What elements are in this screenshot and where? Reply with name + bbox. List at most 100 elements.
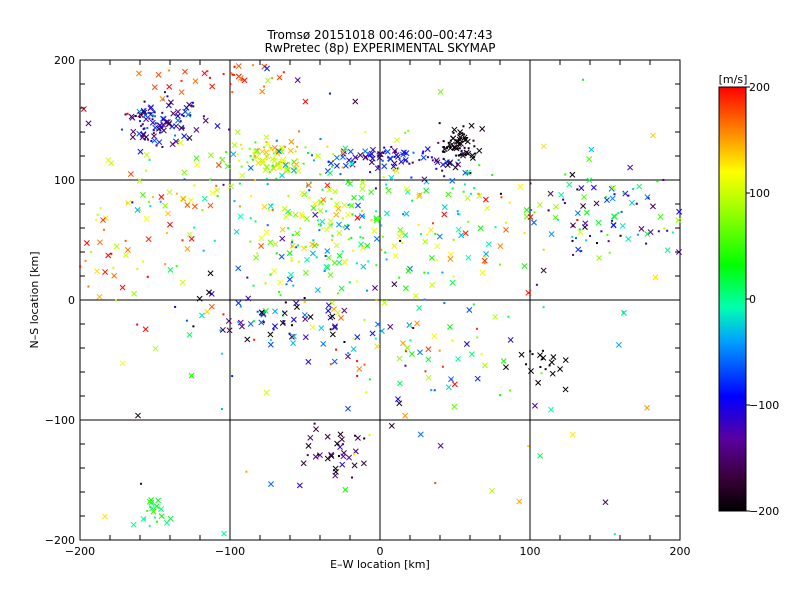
data-point-dot bbox=[252, 320, 255, 323]
data-point-cross bbox=[485, 241, 492, 248]
data-point-cross bbox=[142, 326, 149, 333]
data-point-dot bbox=[146, 275, 149, 278]
data-point-dot bbox=[291, 324, 294, 327]
data-point-dot bbox=[158, 131, 161, 134]
data-point-cross bbox=[535, 379, 542, 386]
data-point-cross bbox=[275, 148, 282, 155]
data-point-cross bbox=[268, 481, 274, 488]
data-point-dot bbox=[472, 139, 475, 142]
data-point-dot bbox=[421, 152, 424, 155]
data-point-dot bbox=[240, 165, 243, 168]
data-point-dot bbox=[351, 213, 354, 216]
data-point-dot bbox=[290, 259, 293, 262]
data-point-cross bbox=[293, 304, 300, 311]
data-point-dot bbox=[500, 196, 503, 199]
data-point-cross bbox=[528, 368, 534, 375]
data-point-dot bbox=[240, 143, 243, 146]
data-point-cross bbox=[521, 263, 528, 269]
data-point-cross bbox=[258, 243, 265, 249]
data-point-dot bbox=[236, 153, 239, 156]
data-point-cross bbox=[441, 204, 448, 211]
data-point-cross bbox=[603, 197, 610, 204]
data-point-cross bbox=[664, 247, 671, 254]
data-point-cross bbox=[186, 231, 193, 238]
data-point-dot bbox=[256, 310, 259, 313]
data-point-cross bbox=[465, 254, 472, 261]
data-point-dot bbox=[407, 129, 410, 132]
data-point-dot bbox=[174, 134, 177, 137]
data-point-dot bbox=[498, 263, 501, 266]
data-point-dot bbox=[491, 174, 494, 177]
data-point-cross bbox=[334, 309, 341, 316]
data-point-dot bbox=[149, 506, 152, 509]
data-point-cross bbox=[445, 384, 452, 391]
data-point-cross bbox=[167, 515, 174, 522]
data-point-dot bbox=[275, 162, 278, 165]
data-point-dot bbox=[430, 389, 433, 392]
data-point-cross bbox=[356, 365, 363, 372]
data-point-cross bbox=[341, 202, 348, 209]
data-point-dot bbox=[114, 299, 117, 302]
x-tick-label: −100 bbox=[215, 545, 245, 558]
data-point-dot bbox=[412, 327, 415, 330]
data-point-cross bbox=[338, 285, 345, 292]
data-point-dot bbox=[385, 186, 388, 189]
data-point-dot bbox=[295, 246, 298, 249]
data-point-dot bbox=[308, 196, 311, 199]
data-point-dot bbox=[402, 213, 405, 216]
data-point-cross bbox=[294, 77, 301, 84]
data-point-cross bbox=[358, 194, 365, 201]
data-point-cross bbox=[451, 403, 458, 410]
data-point-dot bbox=[208, 76, 211, 79]
data-point-dot bbox=[154, 115, 157, 118]
data-point-cross bbox=[127, 171, 134, 178]
data-point-cross bbox=[393, 137, 400, 144]
data-point-dot bbox=[474, 152, 477, 155]
data-point-dot bbox=[354, 160, 357, 163]
data-point-cross bbox=[332, 323, 338, 330]
data-point-cross bbox=[239, 323, 245, 330]
data-point-dot bbox=[285, 283, 288, 286]
data-point-dot bbox=[424, 370, 427, 373]
data-point-dot bbox=[535, 283, 538, 286]
data-point-dot bbox=[265, 141, 268, 144]
data-point-cross bbox=[194, 162, 200, 169]
data-point-dot bbox=[382, 176, 385, 179]
data-point-cross bbox=[523, 207, 530, 213]
data-point-cross bbox=[158, 513, 165, 520]
data-point-dot bbox=[604, 196, 607, 199]
data-point-cross bbox=[354, 214, 361, 221]
data-point-cross bbox=[468, 351, 475, 358]
data-point-dot bbox=[304, 146, 307, 149]
data-point-cross bbox=[333, 242, 340, 249]
data-point-dot bbox=[138, 209, 141, 212]
data-point-cross bbox=[329, 313, 336, 320]
data-point-cross bbox=[142, 112, 149, 119]
data-point-dot bbox=[464, 183, 467, 186]
data-point-cross bbox=[135, 412, 141, 419]
data-point-cross bbox=[463, 341, 470, 347]
data-point-dot bbox=[345, 258, 348, 261]
data-point-cross bbox=[129, 134, 136, 141]
data-point-cross bbox=[326, 186, 333, 193]
data-point-dot bbox=[324, 254, 327, 257]
data-point-cross bbox=[237, 213, 244, 220]
data-point-cross bbox=[159, 95, 166, 102]
data-point-cross bbox=[610, 222, 617, 228]
data-point-cross bbox=[287, 271, 294, 278]
data-point-dot bbox=[355, 262, 358, 265]
data-point-dot bbox=[329, 363, 332, 366]
data-point-cross bbox=[570, 222, 576, 229]
data-point-dot bbox=[419, 233, 422, 236]
data-point-dot bbox=[360, 209, 363, 212]
data-point-dot bbox=[548, 364, 551, 367]
colorbar-label: [m/s] bbox=[719, 73, 748, 86]
data-point-cross bbox=[596, 255, 603, 261]
data-point-dot bbox=[151, 114, 154, 117]
y-tick-label: −100 bbox=[45, 414, 75, 427]
data-point-cross bbox=[177, 139, 184, 146]
data-point-cross bbox=[333, 162, 340, 169]
colorbar-tick-label: −200 bbox=[749, 505, 779, 518]
data-point-cross bbox=[335, 205, 342, 212]
